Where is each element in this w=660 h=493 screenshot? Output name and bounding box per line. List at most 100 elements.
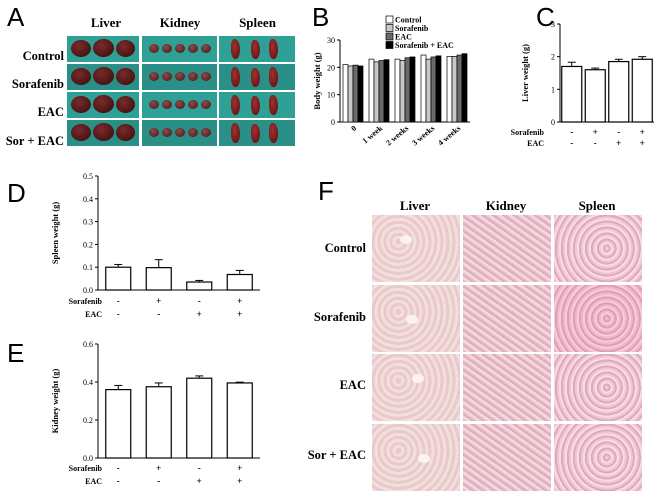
sorafenib-sign: +: [640, 127, 645, 137]
kidney-specimen: [149, 44, 159, 53]
panel-f-row-eac: EAC: [339, 378, 366, 392]
legend-swatch: [385, 24, 394, 32]
spleen-specimen: [269, 67, 278, 87]
spleen-specimen: [269, 95, 278, 115]
organ-photo-liver: [67, 92, 139, 118]
y-tick-label: 0.3: [83, 218, 93, 227]
histology-liver: [372, 424, 460, 491]
x-tick-label: 1 week: [361, 123, 385, 145]
histology-spleen: [554, 354, 642, 421]
histology-kidney: [463, 285, 551, 352]
y-axis-label: Kidney weight (g): [50, 368, 60, 433]
organ-photo-kidney: [142, 36, 217, 62]
kidney-specimen: [188, 128, 198, 137]
bar: [145, 386, 172, 459]
spleen-specimen: [251, 124, 260, 143]
histology-liver: [372, 354, 460, 421]
panel-b-letter: B: [312, 2, 330, 32]
legend-label: Sorafenib: [395, 24, 429, 33]
spleen-specimen: [231, 67, 240, 87]
sorafenib-sign: -: [117, 296, 120, 306]
bar-eac: [404, 57, 411, 123]
y-tick-label: 3: [551, 20, 555, 29]
eac-row-label: EAC: [85, 477, 102, 486]
eac-sign: +: [640, 138, 645, 148]
bar-sorafenib-eac: [357, 65, 364, 123]
legend-label: Sorafenib + EAC: [395, 41, 454, 50]
y-tick-label: 0: [551, 118, 555, 127]
y-tick-label: 0.6: [83, 340, 93, 349]
y-tick-label: 0.4: [83, 195, 93, 204]
sorafenib-sign: +: [593, 127, 598, 137]
bar-control: [342, 64, 349, 123]
legend-swatch: [385, 41, 394, 49]
liver-specimen: [93, 123, 114, 141]
bar: [561, 65, 583, 123]
sorafenib-sign: -: [198, 463, 201, 473]
kidney-specimen: [188, 44, 198, 53]
bar: [608, 60, 630, 123]
panel-a-col-spleen: Spleen: [239, 15, 276, 30]
panel-a-row-control: Control: [22, 49, 64, 63]
panel-f-col-spleen: Spleen: [578, 198, 616, 213]
bar-sorafenib: [373, 61, 380, 123]
legend-label: EAC: [395, 33, 412, 42]
kidney-specimen: [162, 72, 172, 81]
liver-specimen: [71, 40, 91, 57]
kidney-specimen: [201, 100, 211, 109]
organ-photo-liver: [67, 36, 139, 62]
bar-sorafenib-eac: [461, 53, 468, 123]
bar: [145, 267, 172, 291]
liver-specimen: [71, 124, 91, 141]
panel-f-col-kidney: Kidney: [485, 198, 527, 213]
spleen-specimen: [251, 40, 260, 59]
kidney-specimen: [201, 72, 211, 81]
sorafenib-sign: +: [237, 296, 242, 306]
sorafenib-sign: +: [237, 463, 242, 473]
histology-spleen: [554, 424, 642, 491]
kidney-specimen: [201, 128, 211, 137]
y-tick-label: 0: [331, 118, 335, 127]
panel-f-row-sorafenib: Sorafenib: [313, 310, 366, 324]
organ-photo-kidney: [142, 120, 217, 146]
panel-a-row-eac: EAC: [37, 105, 64, 119]
sorafenib-row-label: Sorafenib: [511, 128, 545, 137]
bar-eac: [352, 64, 359, 123]
liver-specimen: [116, 68, 135, 85]
kidney-specimen: [149, 128, 159, 137]
organ-photo-kidney: [142, 64, 217, 90]
sorafenib-row-label: Sorafenib: [69, 464, 103, 473]
organ-photo-liver: [67, 64, 139, 90]
y-tick-label: 1: [551, 85, 555, 94]
liver-specimen: [93, 67, 114, 85]
bar-eac: [456, 54, 463, 123]
y-tick-label: 2: [551, 53, 555, 62]
sorafenib-sign: -: [617, 127, 620, 137]
bar: [631, 58, 653, 123]
y-tick-label: 0.5: [83, 172, 93, 181]
panel-e-letter: E: [7, 338, 25, 368]
bar: [584, 69, 606, 123]
spleen-specimen: [231, 39, 240, 59]
vessel-lumen: [400, 235, 412, 244]
eac-sign: -: [570, 138, 573, 148]
bar-eac: [378, 60, 385, 123]
vessel-lumen: [412, 374, 424, 383]
spleen-specimen: [269, 39, 278, 59]
eac-sign: -: [594, 138, 597, 148]
bar-sorafenib: [425, 58, 432, 123]
panel-f-row-sor-eac: Sor + EAC: [307, 448, 366, 462]
y-axis-label: Spleen weight (g): [50, 202, 60, 265]
x-tick-label: 4 weeks: [436, 124, 462, 148]
kidney-specimen: [175, 128, 185, 137]
bar-control: [368, 58, 375, 123]
y-tick-label: 10: [327, 91, 335, 100]
eac-row-label: EAC: [527, 139, 544, 148]
bar-control: [394, 58, 401, 123]
panel-f-letter: F: [318, 176, 334, 206]
eac-sign: +: [237, 309, 242, 319]
panel-a-row-sor-eac: Sor + EAC: [5, 134, 64, 148]
liver-specimen: [116, 40, 135, 57]
spleen-weight-chart: 0.0 0.1 0.2 0.3 0.4 0.5 Spleen weight (g) - - + - -…: [50, 172, 260, 319]
bar-sorafenib-eac: [409, 56, 416, 123]
